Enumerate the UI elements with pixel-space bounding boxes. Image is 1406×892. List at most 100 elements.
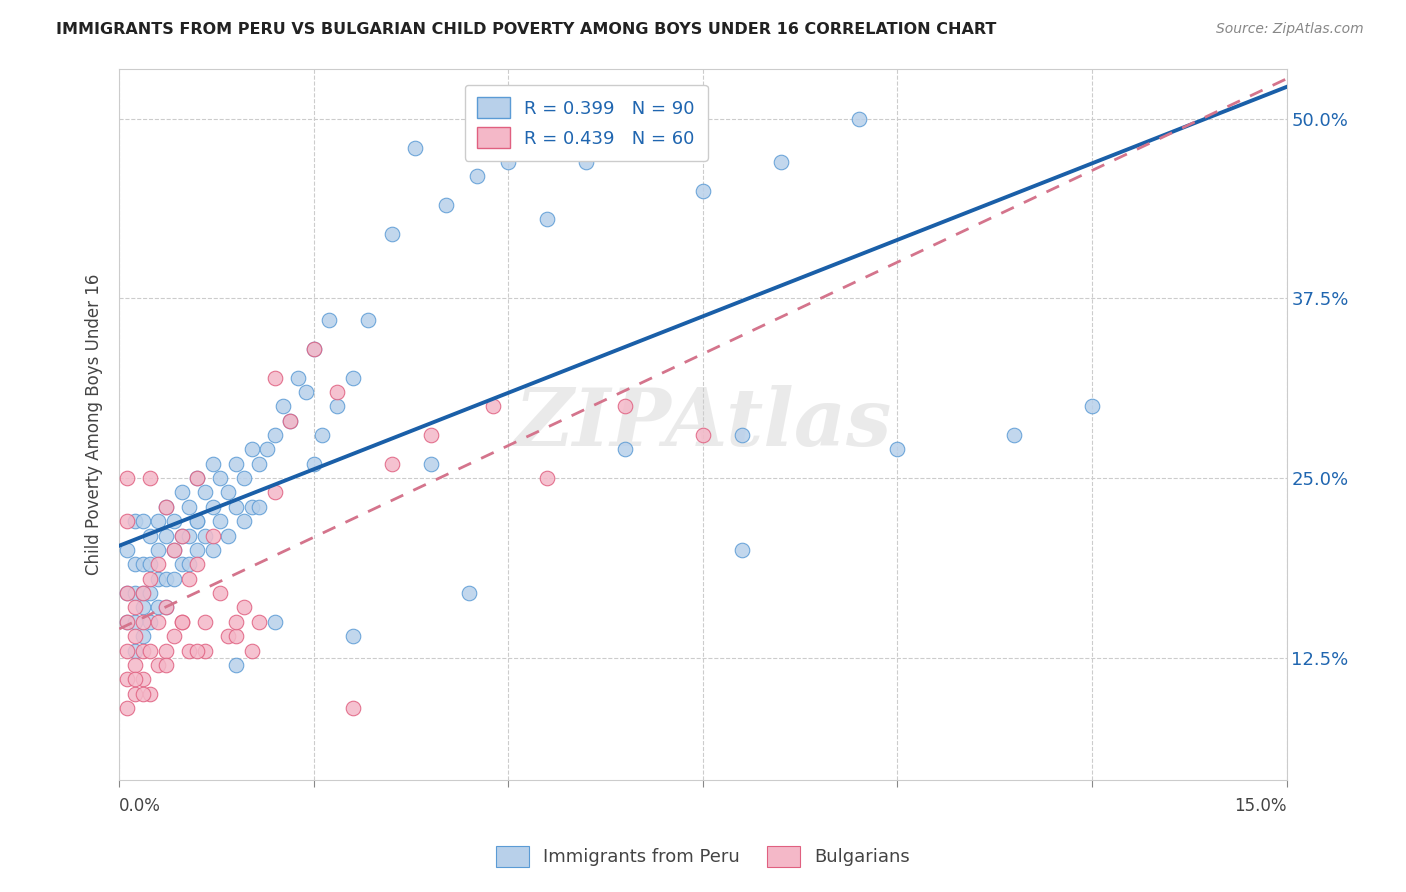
Point [131, 673, 153, 687]
Point [1002, 428, 1025, 442]
Point [232, 600, 254, 615]
Point [115, 615, 138, 629]
Point [280, 414, 302, 428]
Point [131, 629, 153, 643]
Point [139, 586, 162, 600]
Point [179, 528, 201, 542]
Point [465, 169, 488, 184]
Point [731, 428, 754, 442]
Point [201, 543, 224, 558]
Point [170, 528, 193, 542]
Text: ZIPAtlas: ZIPAtlas [515, 385, 891, 463]
Point [247, 457, 270, 471]
Point [155, 500, 177, 514]
Point [886, 442, 908, 457]
Point [131, 615, 153, 629]
Text: 0.0%: 0.0% [120, 797, 162, 815]
Point [124, 657, 146, 672]
Legend: Immigrants from Peru, Bulgarians: Immigrants from Peru, Bulgarians [489, 838, 917, 874]
Point [155, 600, 177, 615]
Point [848, 112, 870, 126]
Point [302, 342, 325, 356]
Point [419, 428, 441, 442]
Point [1081, 399, 1104, 413]
Point [170, 485, 193, 500]
Point [124, 643, 146, 657]
Point [131, 687, 153, 701]
Point [326, 384, 349, 399]
Point [342, 701, 364, 715]
Point [434, 198, 457, 212]
Point [155, 500, 177, 514]
Point [264, 428, 287, 442]
Point [194, 528, 217, 542]
Point [170, 615, 193, 629]
Point [179, 500, 201, 514]
Point [139, 643, 162, 657]
Point [217, 528, 239, 542]
Point [124, 586, 146, 600]
Point [124, 514, 146, 528]
Point [194, 615, 217, 629]
Point [240, 500, 263, 514]
Point [381, 457, 404, 471]
Point [287, 370, 309, 384]
Point [124, 673, 146, 687]
Point [614, 399, 637, 413]
Point [115, 643, 138, 657]
Point [295, 384, 318, 399]
Point [131, 514, 153, 528]
Point [209, 471, 232, 485]
Point [179, 643, 201, 657]
Point [264, 485, 287, 500]
Point [148, 558, 170, 572]
Point [115, 615, 138, 629]
Point [232, 514, 254, 528]
Point [155, 572, 177, 586]
Point [240, 442, 263, 457]
Y-axis label: Child Poverty Among Boys Under 16: Child Poverty Among Boys Under 16 [86, 274, 103, 575]
Point [201, 528, 224, 542]
Point [148, 657, 170, 672]
Point [232, 471, 254, 485]
Point [209, 514, 232, 528]
Point [201, 457, 224, 471]
Point [225, 500, 247, 514]
Point [186, 543, 208, 558]
Point [115, 701, 138, 715]
Point [575, 155, 598, 169]
Point [186, 514, 208, 528]
Point [139, 528, 162, 542]
Point [115, 471, 138, 485]
Point [155, 528, 177, 542]
Point [240, 643, 263, 657]
Point [124, 558, 146, 572]
Point [115, 673, 138, 687]
Point [155, 600, 177, 615]
Point [148, 514, 170, 528]
Point [536, 471, 558, 485]
Point [271, 399, 294, 413]
Point [342, 629, 364, 643]
Point [194, 485, 217, 500]
Point [131, 558, 153, 572]
Point [186, 471, 208, 485]
Point [115, 543, 138, 558]
Point [115, 586, 138, 600]
Point [264, 615, 287, 629]
Point [155, 643, 177, 657]
Point [311, 428, 333, 442]
Point [186, 558, 208, 572]
Point [256, 442, 278, 457]
Point [731, 543, 754, 558]
Point [217, 485, 239, 500]
Point [139, 471, 162, 485]
Point [163, 629, 186, 643]
Point [163, 514, 186, 528]
Point [124, 629, 146, 643]
Point [179, 572, 201, 586]
Point [342, 370, 364, 384]
Point [186, 471, 208, 485]
Point [458, 586, 481, 600]
Point [225, 657, 247, 672]
